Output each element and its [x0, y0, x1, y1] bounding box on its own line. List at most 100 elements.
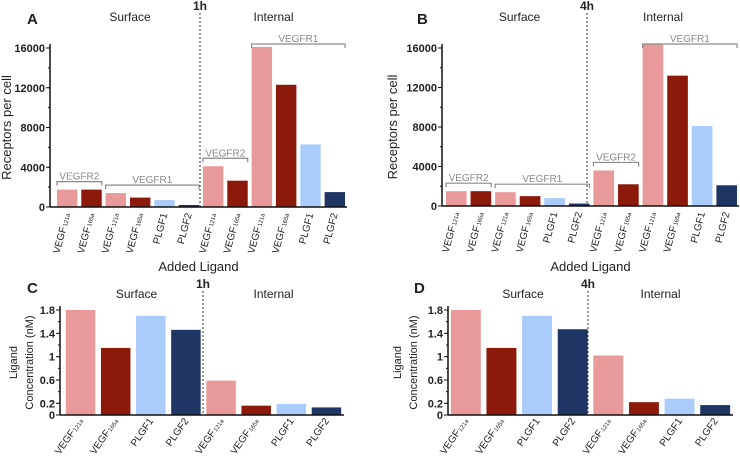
- y-tick-label: 0: [39, 202, 45, 214]
- bar-6: [276, 403, 307, 415]
- category-main: VEGF: [88, 428, 113, 457]
- section-label-internal: Internal: [640, 287, 680, 301]
- bar-0: [445, 191, 467, 206]
- category-main: VEGF: [194, 428, 219, 457]
- receptor-bracket: [56, 181, 103, 186]
- bar-1: [486, 347, 517, 415]
- category-main: VEGF: [515, 225, 533, 254]
- category-subscript: 165a: [526, 211, 535, 226]
- category-label: VEGF165a: [662, 210, 684, 254]
- category-subscript: 121a: [258, 212, 267, 227]
- section-label-internal: Internal: [643, 10, 683, 24]
- category-subscript: 121a: [501, 211, 510, 226]
- bar-10: [691, 126, 713, 206]
- y-tick-label: 12000: [406, 83, 437, 95]
- bar-0: [56, 189, 78, 207]
- y-axis-label-line2: Concentration (nM): [24, 315, 36, 409]
- receptor-bracket: [251, 43, 346, 48]
- category-label: VEGF121a: [438, 416, 471, 457]
- panel-letter: D: [414, 280, 425, 297]
- category-subscript: 121a: [458, 418, 471, 433]
- category-label: PLGF1: [270, 416, 297, 449]
- category-label: PLGF2: [551, 416, 578, 449]
- bar-1: [470, 191, 492, 206]
- y-tick-label: 4000: [413, 162, 437, 174]
- category-main: PLGF1: [658, 416, 685, 449]
- y-tick-label: 16000: [14, 43, 45, 55]
- time-label: 1h: [193, 0, 207, 13]
- y-tick-label: 0.2: [428, 398, 443, 410]
- receptor-bracket: [105, 184, 200, 190]
- section-label-surface: Surface: [499, 10, 541, 24]
- bar-5: [241, 405, 271, 415]
- category-subscript: 121a: [63, 212, 72, 227]
- bar-3: [129, 197, 151, 207]
- y-tick-label: 0: [431, 201, 437, 213]
- bar-10: [300, 144, 321, 207]
- category-label: VEGF121a: [198, 211, 220, 255]
- category-label: VEGF121a: [441, 210, 463, 254]
- category-label: PLGF2: [566, 211, 585, 245]
- y-axis-label: Receptors per cell: [385, 75, 400, 180]
- category-main: PLGF2: [176, 212, 195, 246]
- bar-0: [450, 310, 481, 415]
- panel-b: B Surface Internal4hVEGF121aVEGF165aVEGF12…: [385, 0, 739, 274]
- bar-3: [557, 329, 588, 415]
- category-label: PLGF2: [305, 416, 332, 449]
- category-main: VEGF: [613, 225, 631, 254]
- bar-11: [324, 192, 346, 207]
- bar-3: [171, 329, 201, 415]
- category-label: PLGF2: [164, 416, 191, 449]
- category-subscript: 165a: [636, 418, 649, 433]
- category-label: VEGF165a: [474, 416, 507, 457]
- x-axis-label: Added Ligand: [158, 259, 238, 274]
- category-subscript: 121a: [73, 418, 86, 433]
- receptor-bracket-label: VEGFR2: [596, 152, 636, 163]
- category-main: VEGF: [441, 225, 459, 254]
- bar-9: [667, 75, 688, 207]
- bar-7: [227, 180, 248, 207]
- category-subscript: 165a: [87, 212, 96, 227]
- y-tick-label: 0.2: [40, 398, 55, 410]
- y-tick-label: 1.4: [40, 328, 56, 340]
- receptor-bracket-label: VEGFR1: [522, 174, 562, 185]
- bar-6: [664, 398, 695, 415]
- category-main: PLGF1: [129, 416, 156, 449]
- receptor-bracket: [592, 161, 640, 167]
- category-label: PLGF1: [298, 212, 317, 246]
- receptor-bracket: [445, 182, 492, 188]
- category-subscript: 121a: [599, 211, 608, 226]
- category-main: PLGF1: [298, 212, 317, 246]
- category-subscript: 121a: [600, 418, 613, 433]
- category-subscript: 165a: [673, 211, 682, 226]
- category-label: VEGF165a: [222, 211, 244, 255]
- y-tick-label: 4000: [21, 162, 45, 174]
- category-subscript: 165a: [477, 211, 486, 226]
- category-label: VEGF165a: [271, 211, 293, 255]
- category-label: PLGF1: [152, 212, 171, 246]
- bar-5: [568, 203, 590, 206]
- bar-4: [593, 355, 624, 415]
- bar-7: [700, 405, 731, 415]
- bar-8: [251, 47, 273, 207]
- category-main: PLGF2: [714, 211, 733, 245]
- y-tick-label: 0.6: [428, 375, 443, 387]
- bar-0: [65, 310, 96, 415]
- category-label: PLGF2: [176, 212, 195, 246]
- y-tick-label: 0: [49, 410, 55, 422]
- time-label: 4h: [580, 0, 594, 13]
- bar-9: [275, 84, 297, 207]
- category-subscript: 121a: [213, 418, 226, 433]
- panel-letter: A: [27, 11, 38, 28]
- time-label: 4h: [581, 277, 595, 291]
- category-subscript: 121a: [649, 211, 658, 226]
- category-main: VEGF: [125, 226, 143, 255]
- category-main: VEGF: [52, 226, 70, 255]
- category-label: PLGF1: [129, 416, 156, 449]
- category-main: VEGF: [581, 428, 606, 457]
- receptor-bracket: [494, 183, 591, 189]
- category-label: VEGF165a: [515, 210, 537, 254]
